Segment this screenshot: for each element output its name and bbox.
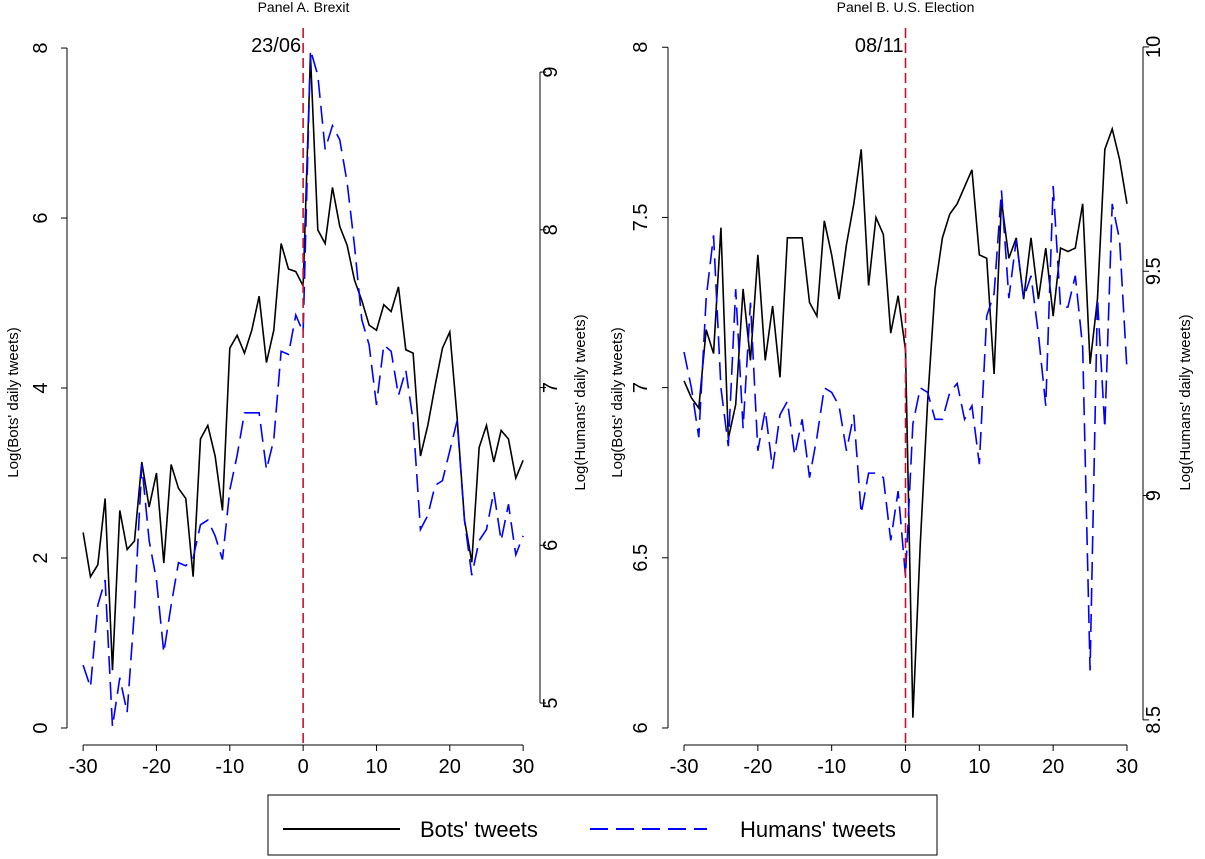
- y2-tick-label: 9: [1143, 490, 1165, 501]
- y-tick-label: 0: [30, 722, 52, 733]
- y2-tick-label: 9.5: [1143, 257, 1165, 285]
- legend-label: Humans' tweets: [740, 817, 896, 842]
- y2-tick-label: 6: [540, 540, 562, 551]
- y-tick-label: 6.5: [630, 544, 652, 572]
- x-tick-label: -30: [670, 756, 699, 778]
- x-tick-label: -10: [817, 756, 846, 778]
- legend-box: [267, 794, 938, 856]
- series-line: [82, 49, 524, 727]
- x-tick-label: -30: [69, 756, 98, 778]
- y2-tick-label: 7: [540, 382, 562, 393]
- y2-axis-title: Log(Humans' daily tweets): [1177, 314, 1194, 490]
- y-tick-label: 8: [630, 42, 652, 53]
- y2-tick-label: 9: [540, 66, 562, 77]
- y-axis-title: Log(Bots' daily tweets): [609, 327, 626, 477]
- event-label: 23/06: [251, 35, 301, 57]
- legend-label: Bots' tweets: [420, 817, 538, 842]
- y-axis-title: Log(Bots' daily tweets): [5, 327, 22, 477]
- x-tick-label: 0: [298, 756, 309, 778]
- panel-title: Panel A. Brexit: [258, 0, 350, 15]
- x-tick-label: 0: [900, 756, 911, 778]
- x-tick-label: -20: [743, 756, 772, 778]
- x-tick-label: 30: [512, 756, 534, 778]
- series-line: [683, 185, 1128, 671]
- x-tick-label: 10: [365, 756, 387, 778]
- x-tick-label: 30: [1116, 756, 1138, 778]
- x-tick-label: 20: [1042, 756, 1064, 778]
- x-tick-label: 20: [439, 756, 461, 778]
- y-tick-label: 6: [30, 212, 52, 223]
- y2-tick-label: 8.5: [1143, 706, 1165, 734]
- y2-tick-label: 5: [540, 697, 562, 708]
- y-tick-label: 7: [630, 382, 652, 393]
- y-tick-label: 2: [30, 552, 52, 563]
- x-tick-label: -10: [215, 756, 244, 778]
- y-tick-label: 4: [30, 382, 52, 393]
- x-tick-label: -20: [142, 756, 171, 778]
- x-tick-label: 10: [968, 756, 990, 778]
- y-tick-label: 6: [630, 722, 652, 733]
- y2-tick-label: 10: [1143, 36, 1165, 58]
- y-tick-label: 8: [30, 42, 52, 53]
- event-label: 08/11: [855, 35, 904, 57]
- y2-tick-label: 8: [540, 224, 562, 235]
- y2-axis-title: Log(Humans' daily tweets): [572, 314, 589, 490]
- panel-title: Panel B. U.S. Election: [837, 0, 975, 15]
- y-tick-label: 7.5: [630, 204, 652, 232]
